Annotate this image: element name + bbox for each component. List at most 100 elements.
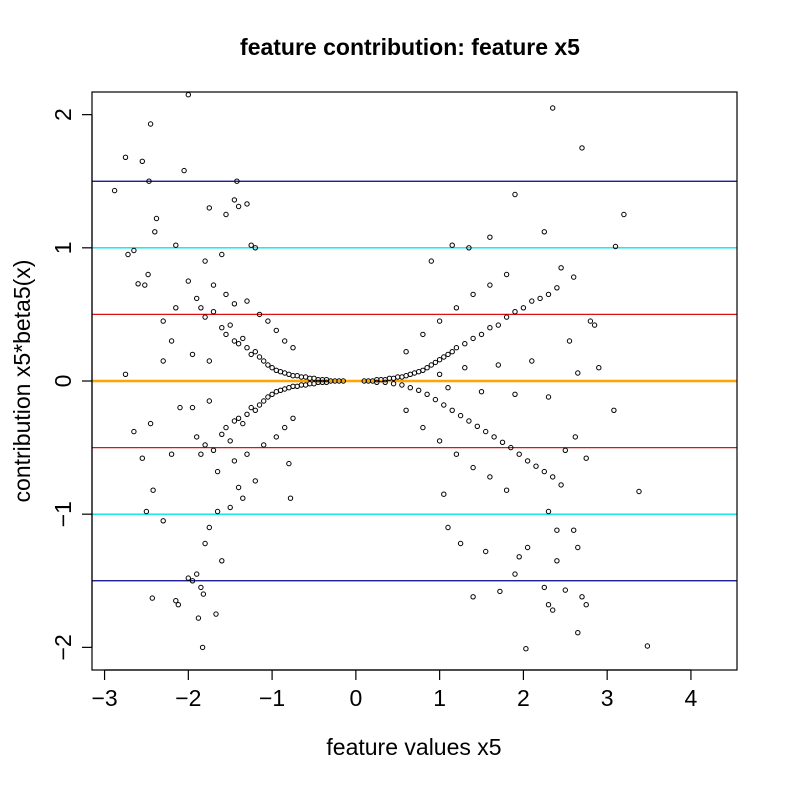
data-point: [111, 187, 118, 194]
data-point: [512, 191, 518, 198]
data-point: [466, 418, 472, 424]
data-point: [497, 588, 503, 595]
x-tick-label: 2: [517, 685, 530, 711]
data-point: [146, 178, 152, 184]
data-points: [111, 92, 651, 652]
data-point: [219, 431, 225, 437]
data-point: [432, 359, 439, 366]
data-point: [206, 524, 213, 531]
data-point: [572, 434, 578, 440]
data-point: [644, 643, 651, 649]
data-point: [206, 398, 213, 404]
x-tick-label: −2: [175, 685, 201, 711]
data-point: [185, 92, 192, 98]
data-point: [152, 229, 158, 235]
data-point: [591, 322, 598, 328]
data-point: [153, 215, 160, 222]
data-point: [202, 258, 208, 264]
y-tick-label: 0: [50, 375, 76, 388]
data-point: [210, 282, 217, 288]
data-point: [231, 458, 238, 464]
data-point: [206, 205, 213, 211]
data-point: [436, 438, 443, 444]
y-tick-label: 1: [50, 241, 76, 254]
data-point: [173, 305, 179, 311]
data-point: [147, 121, 154, 127]
data-point: [256, 311, 263, 318]
data-point: [235, 203, 242, 210]
data-point: [579, 594, 585, 600]
data-point: [516, 554, 522, 560]
data-point: [194, 295, 200, 302]
data-point: [122, 371, 129, 377]
data-point: [189, 578, 196, 584]
data-point: [160, 518, 166, 524]
data-point: [611, 407, 617, 413]
data-point: [265, 362, 271, 368]
data-point: [420, 331, 426, 338]
data-point: [571, 527, 577, 533]
y-tick-label: 2: [50, 108, 76, 121]
data-point: [445, 351, 451, 358]
data-point: [235, 484, 242, 491]
data-point: [636, 488, 642, 495]
data-point: [436, 371, 443, 377]
data-point: [227, 504, 233, 511]
data-point: [142, 282, 148, 288]
data-point: [244, 298, 250, 304]
data-point: [575, 370, 581, 376]
data-point: [474, 423, 480, 429]
data-point: [445, 385, 451, 391]
data-point: [256, 354, 263, 360]
data-point: [499, 439, 506, 445]
data-point: [252, 349, 259, 355]
data-point: [545, 508, 552, 515]
data-point: [231, 418, 238, 424]
data-point: [571, 274, 577, 280]
data-point: [185, 575, 192, 581]
data-point: [261, 358, 267, 364]
data-point: [524, 458, 531, 464]
data-point: [583, 602, 589, 608]
data-point: [227, 322, 233, 328]
data-point: [374, 379, 380, 385]
data-point: [558, 482, 564, 488]
data-point: [131, 247, 137, 254]
data-point: [198, 584, 204, 591]
data-point: [428, 362, 434, 368]
data-point: [487, 234, 493, 240]
y-tick-label: −2: [50, 634, 76, 660]
data-point: [554, 558, 560, 564]
x-axis: −3 −2 −1 0 1 2 3 4: [91, 669, 698, 711]
data-point: [189, 351, 196, 358]
data-point: [478, 389, 485, 395]
data-point: [470, 291, 476, 298]
data-point: [453, 451, 460, 457]
data-point: [441, 402, 447, 408]
data-point: [508, 444, 514, 451]
data-point: [223, 211, 229, 218]
data-point: [252, 245, 259, 251]
data-point: [240, 495, 246, 501]
data-point: [273, 327, 279, 334]
data-point: [139, 455, 146, 461]
data-point: [265, 394, 271, 400]
data-point: [323, 379, 330, 385]
data-point: [240, 420, 246, 427]
data-point: [420, 424, 426, 431]
data-point: [457, 412, 464, 419]
data-point: [231, 197, 238, 203]
y-axis-label: contribution x5*beta5(x): [9, 260, 35, 503]
data-point: [503, 314, 510, 320]
data-point: [219, 251, 225, 258]
data-point: [541, 468, 547, 475]
data-point: [273, 434, 279, 440]
data-point: [470, 335, 476, 342]
data-point: [466, 245, 472, 251]
data-point: [189, 404, 196, 411]
data-point: [449, 242, 455, 248]
data-point: [139, 158, 146, 165]
data-point: [234, 178, 240, 184]
data-point: [248, 404, 254, 411]
data-point: [198, 305, 204, 311]
